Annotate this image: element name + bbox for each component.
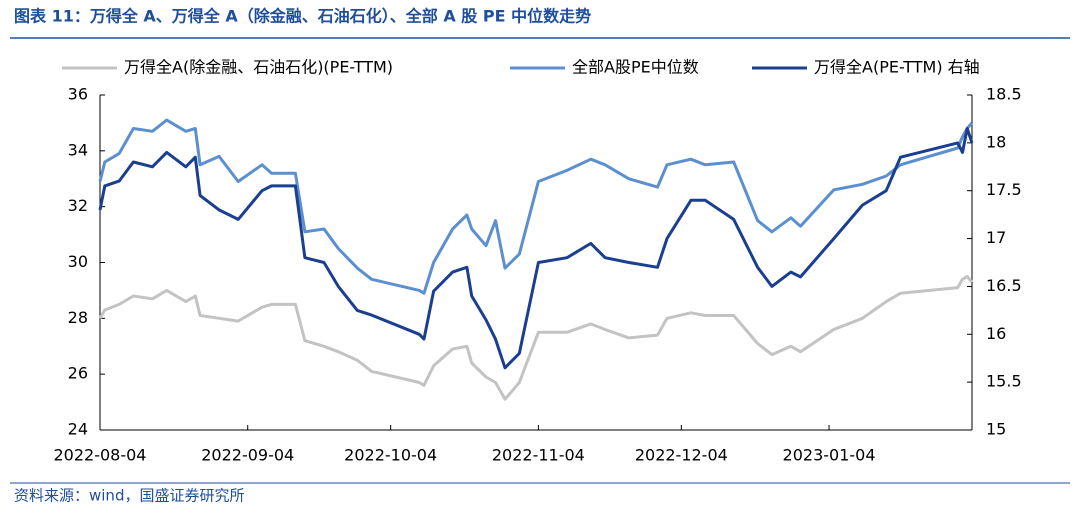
series-line: [98, 275, 974, 401]
y-tick-label: 28: [68, 308, 88, 327]
chart-title: 图表 11：万得全 A、万得全 A（除金融、石油石化）、全部 A 股 PE 中位…: [14, 7, 591, 26]
legend-label: 万得全A(PE-TTM) 右轴: [814, 58, 980, 77]
y2-tick-label: 16.5: [986, 276, 1022, 295]
y2-tick-label: 18: [986, 132, 1006, 151]
legend-label: 万得全A(除金融、石油石化)(PE-TTM): [124, 58, 393, 77]
x-tick-label: 2022-11-04: [492, 446, 585, 465]
y-tick-label: 34: [68, 140, 88, 159]
series-line: [98, 118, 974, 295]
x-tick-label: 2022-09-04: [201, 446, 294, 465]
y2-tick-label: 17.5: [986, 180, 1022, 199]
y2-tick-label: 15.5: [986, 372, 1022, 391]
x-tick-label: 2022-10-04: [344, 446, 437, 465]
series-line: [98, 127, 974, 370]
legend-label: 全部A股PE中位数: [572, 58, 699, 77]
y-tick-label: 30: [68, 252, 88, 271]
x-tick-label: 2022-08-04: [54, 446, 147, 465]
y2-tick-label: 18.5: [986, 85, 1022, 104]
y-tick-label: 32: [68, 196, 88, 215]
source: 资料来源：wind，国盛证券研究所: [14, 487, 244, 505]
y-tick-label: 24: [68, 420, 88, 439]
y2-tick-label: 16: [986, 324, 1006, 343]
y-tick-label: 26: [68, 364, 88, 383]
y2-tick-label: 17: [986, 228, 1006, 247]
y-tick-label: 36: [68, 85, 88, 104]
x-tick-label: 2023-01-04: [783, 446, 876, 465]
y2-tick-label: 15: [986, 420, 1006, 439]
x-tick-label: 2022-12-04: [635, 446, 728, 465]
